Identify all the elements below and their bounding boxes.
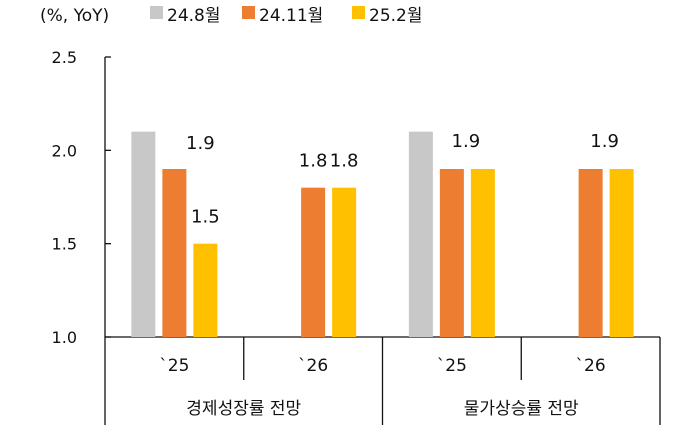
legend-swatch bbox=[352, 6, 365, 19]
legend-label: 24.8월 bbox=[167, 6, 221, 26]
x-tick-label: `25 bbox=[159, 356, 189, 376]
bar bbox=[439, 169, 464, 337]
y-tick-label: 2.5 bbox=[52, 48, 77, 67]
data-label: 1.8 bbox=[330, 151, 359, 172]
y-tick-label: 1.0 bbox=[52, 328, 77, 347]
bars bbox=[131, 131, 634, 337]
group-label: 물가상승률 전망 bbox=[464, 399, 579, 419]
x-tick-label: `26 bbox=[298, 356, 328, 376]
bar bbox=[408, 131, 433, 337]
bar bbox=[332, 187, 357, 337]
legend-swatch bbox=[150, 6, 163, 19]
legend-label: 24.11월 bbox=[259, 6, 323, 26]
data-label: 1.9 bbox=[452, 131, 481, 152]
bar bbox=[609, 169, 634, 337]
bar bbox=[301, 187, 326, 337]
data-labels: 1.9 1.5 1.8 1.8 1.9 1.9 bbox=[186, 131, 619, 228]
bar bbox=[470, 169, 495, 337]
data-label: 1.9 bbox=[186, 133, 215, 154]
data-label: 1.5 bbox=[191, 207, 220, 228]
legend-label: 25.2월 bbox=[369, 6, 423, 26]
group-label: 경제성장률 전망 bbox=[186, 399, 301, 419]
x-tick-label: `25 bbox=[437, 356, 467, 376]
unit-label: (%, YoY) bbox=[40, 6, 109, 26]
x-tick-label: `26 bbox=[576, 356, 606, 376]
data-label: 1.8 bbox=[299, 151, 328, 172]
bar bbox=[578, 169, 603, 337]
data-label: 1.9 bbox=[590, 131, 619, 152]
legend-swatch bbox=[242, 6, 255, 19]
legend: 24.8월 24.11월 25.2월 bbox=[150, 6, 423, 26]
bar bbox=[131, 131, 156, 337]
y-tick-label: 1.5 bbox=[52, 235, 77, 254]
y-tick-label: 2.0 bbox=[52, 141, 77, 160]
bar bbox=[162, 169, 187, 337]
x-axis-labels: `25 `26 `25 `26 경제성장률 전망 물가상승률 전망 bbox=[159, 356, 605, 419]
bar bbox=[193, 243, 218, 337]
